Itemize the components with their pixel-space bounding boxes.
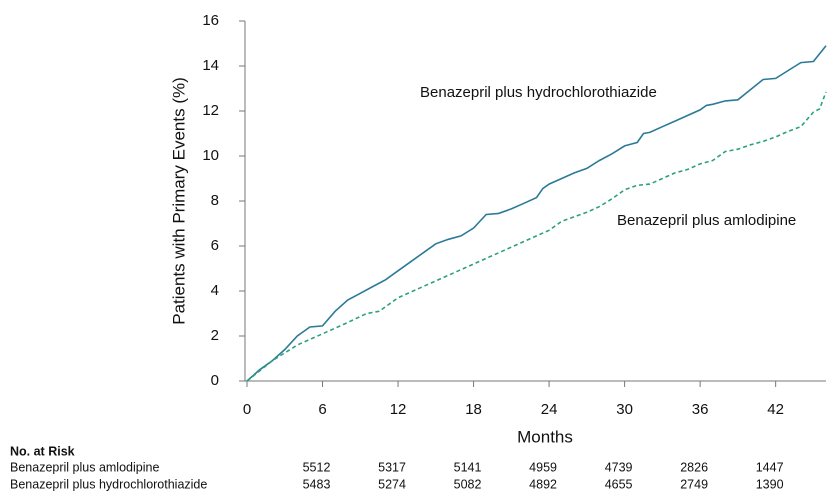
x-tick-label: 6 [318,401,326,418]
risk-value: 4959 [529,460,557,474]
risk-value: 5317 [378,460,406,474]
series-label: Benazepril plus amlodipine [617,212,796,229]
risk-value: 4655 [605,477,633,491]
y-tick-label: 14 [202,57,219,74]
x-tick-label: 42 [767,401,784,418]
risk-value: 1447 [756,460,784,474]
risk-value: 5512 [303,460,331,474]
risk-value: 4892 [529,477,557,491]
y-axis-title: Patients with Primary Events (%) [169,77,188,325]
risk-table-title: No. at Risk [10,444,75,458]
y-tick-label: 6 [211,237,219,254]
risk-value: 5141 [454,460,482,474]
y-tick-label: 0 [211,372,219,389]
x-tick-label: 0 [243,401,251,418]
risk-value: 2826 [680,460,708,474]
y-tick-label: 10 [202,147,219,164]
x-tick-label: 24 [541,401,558,418]
risk-value: 1390 [756,477,784,491]
y-tick-label: 4 [211,282,219,299]
series-label: Benazepril plus hydrochlorothiazide [420,84,657,101]
risk-value: 5082 [454,477,482,491]
x-tick-label: 18 [465,401,482,418]
y-tick-label: 12 [202,102,219,119]
risk-row-label: Benazepril plus hydrochlorothiazide [10,477,207,491]
risk-value: 2749 [680,477,708,491]
y-tick-label: 16 [202,12,219,29]
x-tick-label: 30 [616,401,633,418]
y-tick-label: 2 [211,327,219,344]
risk-row-label: Benazepril plus amlodipine [10,460,159,474]
y-tick-label: 8 [211,192,219,209]
x-tick-label: 12 [390,401,407,418]
x-tick-label: 36 [692,401,709,418]
risk-value: 5483 [303,477,331,491]
series-line [246,45,827,382]
x-axis-title: Months [517,427,573,446]
series-line [246,91,827,382]
risk-value: 4739 [605,460,633,474]
risk-value: 5274 [378,477,406,491]
